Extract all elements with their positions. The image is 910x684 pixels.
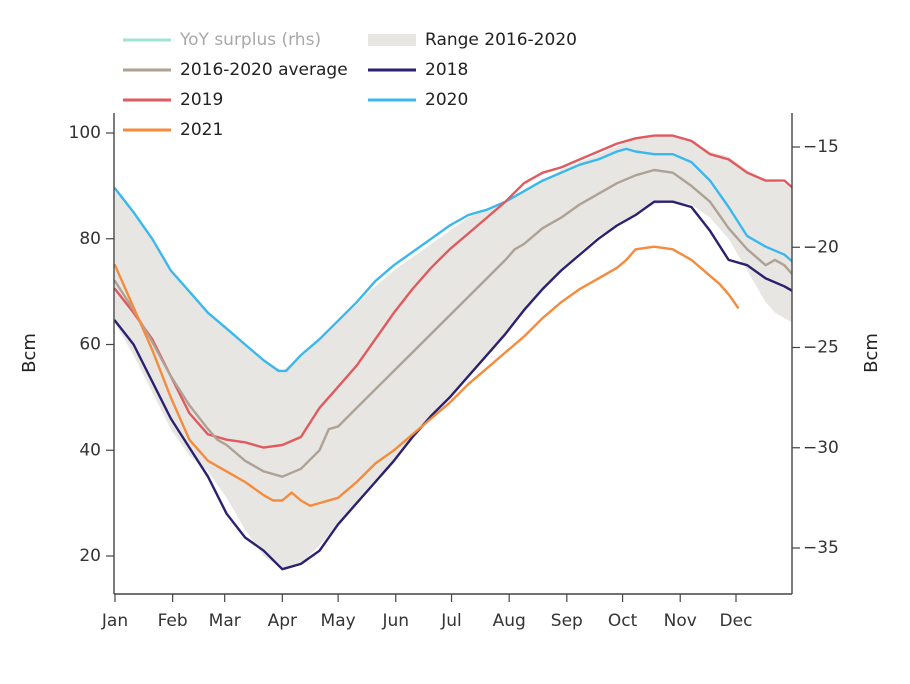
legend-label: 2021 — [180, 120, 223, 140]
range-band-2016-2020 — [115, 135, 792, 570]
x-tick-label: Mar — [209, 611, 241, 631]
x-tick-label: Jul — [440, 611, 462, 631]
legend-label: YoY surplus (rhs) — [179, 30, 321, 50]
legend-item-2019: 2019 — [123, 90, 223, 110]
plot-clip-group — [114, 134, 792, 571]
axes: 20 40 60 80 100 −35 −30 −25 −20 −15 Jan Feb Mar Apr… — [19, 113, 882, 631]
series-line-2016-2020-average — [114, 168, 792, 478]
legend: YoY surplus (rhs) Range 2016-2020 2016-202… — [123, 30, 577, 140]
x-tick-label: Jun — [381, 611, 409, 631]
y-right-tick-label: −25 — [803, 338, 839, 358]
y-left-tick-label: 60 — [79, 335, 101, 355]
x-tick-label: Nov — [664, 611, 697, 631]
y-right-tick-label: −20 — [803, 237, 839, 257]
legend-label: 2018 — [425, 60, 468, 80]
x-tick-label: Apr — [268, 611, 297, 631]
legend-swatch — [368, 34, 416, 46]
x-tick-label: May — [321, 611, 356, 631]
y-right-tick-label: −30 — [803, 438, 839, 458]
y-axis-title-right: Bcm — [861, 333, 882, 373]
series-line-2019 — [114, 134, 792, 449]
series-line-2020 — [114, 147, 792, 373]
legend-label: Range 2016-2020 — [425, 30, 577, 50]
x-tick-label: Aug — [493, 611, 526, 631]
x-tick-label: Oct — [608, 611, 638, 631]
legend-item-range-2016-2020: Range 2016-2020 — [368, 30, 577, 50]
legend-item-2018: 2018 — [368, 60, 468, 80]
legend-item-2016-2020-average: 2016-2020 average — [123, 60, 348, 80]
y-left-ticks: 20 40 60 80 100 — [69, 123, 114, 566]
y-left-tick-label: 80 — [79, 229, 101, 249]
x-tick-label: Dec — [720, 611, 753, 631]
x-tick-label: Sep — [551, 611, 583, 631]
x-tick-label: Jan — [101, 611, 128, 631]
legend-item-2020: 2020 — [368, 90, 468, 110]
y-right-tick-label: −15 — [803, 137, 839, 157]
legend-label: 2019 — [180, 90, 223, 110]
y-axis-title-left: Bcm — [19, 333, 40, 373]
y-left-tick-label: 40 — [79, 440, 101, 460]
y-left-tick-label: 20 — [79, 546, 101, 566]
x-tick-label: Feb — [158, 611, 188, 631]
y-right-ticks: −35 −30 −25 −20 −15 — [792, 137, 839, 558]
legend-item-yoy-surplus-rhs-: YoY surplus (rhs) — [123, 30, 321, 50]
y-right-tick-label: −35 — [803, 538, 839, 558]
legend-label: 2020 — [425, 90, 468, 110]
y-left-tick-label: 100 — [69, 123, 101, 143]
series-line-2018 — [114, 200, 792, 571]
legend-item-2021: 2021 — [123, 120, 223, 140]
series-line-2021 — [114, 245, 740, 507]
x-ticks: Jan Feb Mar Apr May Jun Jul Aug Sep Oct Nov Dec — [101, 594, 753, 631]
plot-area — [114, 134, 792, 571]
legend-label: 2016-2020 average — [180, 60, 348, 80]
